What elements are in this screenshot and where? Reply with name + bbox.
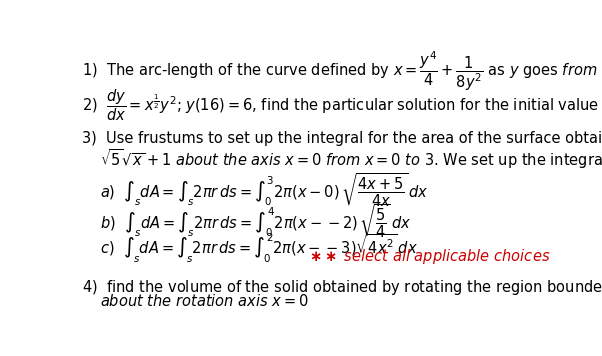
Text: 4)  find the volume of the solid obtained by rotating the region bounded by $x =: 4) find the volume of the solid obtained… <box>82 278 602 298</box>
Text: $c)$  $\int_s dA = \int_s 2\pi r\,ds = \int_0^2 2\pi(x--3)\sqrt{4x^2}\,dx$: $c)$ $\int_s dA = \int_s 2\pi r\,ds = \i… <box>99 231 417 265</box>
Text: $about$ $the$ $rotation$ $axis$ $x = 0$: $about$ $the$ $rotation$ $axis$ $x = 0$ <box>99 293 308 309</box>
Text: $\sqrt{5}\sqrt{x} + 1$ $about$ $the$ $axis$ $x = 0$ $from$ $x = 0$ $to$ 3. We se: $\sqrt{5}\sqrt{x} + 1$ $about$ $the$ $ax… <box>99 147 602 171</box>
Text: 2)  $\dfrac{dy}{dx} = x^{\frac{1}{2}}y^2$; $y(16) = 6$, find the particular solu: 2) $\dfrac{dy}{dx} = x^{\frac{1}{2}}y^2$… <box>82 87 602 123</box>
Text: $b)$  $\int_s dA = \int_s 2\pi r\,ds = \int_0^4 2\pi(x--2)\,\sqrt{\dfrac{5}{4}}\: $b)$ $\int_s dA = \int_s 2\pi r\,ds = \i… <box>99 203 411 240</box>
Text: 3)  Use frustums to set up the integral for the area of the surface obtained by : 3) Use frustums to set up the integral f… <box>82 131 602 146</box>
Text: $a)$  $\int_s dA = \int_s 2\pi r\,ds = \int_0^3 2\pi(x-0)\,\sqrt{\dfrac{4x+5}{4x: $a)$ $\int_s dA = \int_s 2\pi r\,ds = \i… <box>99 172 428 209</box>
Text: $\mathbf{\ast\ast}$ $\mathbf{\mathit{select\ all\ applicable\ choices}}$: $\mathbf{\ast\ast}$ $\mathbf{\mathit{sel… <box>309 247 550 266</box>
Text: 1)  The arc-length of the curve defined by $x = \dfrac{y^4}{4} + \dfrac{1}{8y^2}: 1) The arc-length of the curve defined b… <box>82 49 602 93</box>
